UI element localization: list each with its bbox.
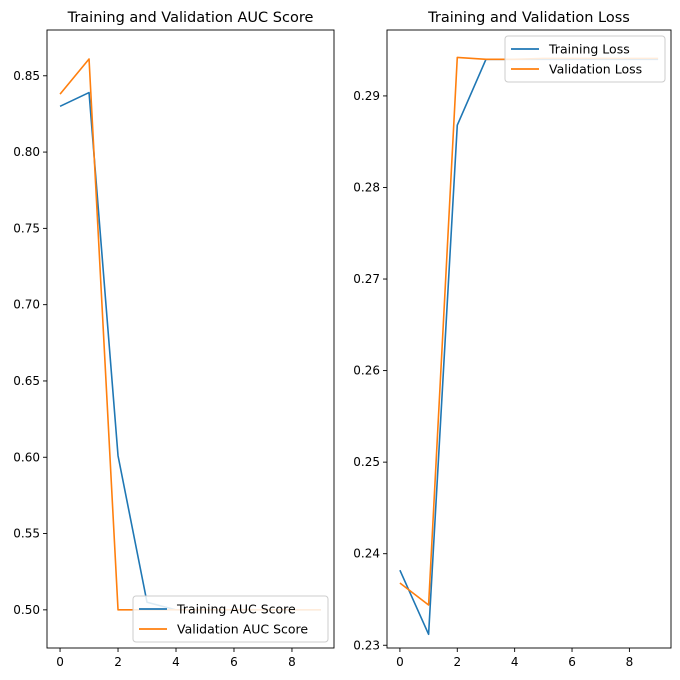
legend: Training AUC Score Validation AUC Score xyxy=(132,595,329,643)
legend-label: Validation AUC Score xyxy=(177,622,308,637)
y-tick-label: 0.85 xyxy=(13,69,40,83)
y-tick-label: 0.25 xyxy=(353,455,380,469)
y-tick-label: 0.80 xyxy=(13,145,40,159)
legend-box xyxy=(504,35,666,83)
chart-1: 0 2 4 6 8 0.50 0.55 0.60 0.65 0.70 0.75 0.80 0.85 Tra… xyxy=(13,10,335,669)
y-tick-label: 0.26 xyxy=(353,364,380,378)
series-line-1 xyxy=(59,91,321,611)
legend-label: Training Loss xyxy=(548,42,630,57)
y-tick-label: 0.27 xyxy=(353,272,380,286)
x-tick-label: 6 xyxy=(230,655,238,669)
y-tick-label: 0.70 xyxy=(13,298,40,312)
series-line-2 xyxy=(399,56,659,606)
x-tick-label: 2 xyxy=(114,655,122,669)
legend: Training Loss Validation Loss xyxy=(504,35,666,83)
y-tick-label: 0.50 xyxy=(13,603,40,617)
x-tick-label: 8 xyxy=(626,655,634,669)
x-tick-label: 2 xyxy=(453,655,461,669)
x-tick-label: 6 xyxy=(568,655,576,669)
y-tick-label: 0.60 xyxy=(13,450,40,464)
y-tick-label: 0.28 xyxy=(353,180,380,194)
y-tick-label: 0.29 xyxy=(353,89,380,103)
x-tick-label: 8 xyxy=(288,655,296,669)
y-tick-label: 0.65 xyxy=(13,374,40,388)
series-line-1 xyxy=(399,58,659,636)
axes-frame xyxy=(386,29,672,649)
y-tick-label: 0.24 xyxy=(353,547,380,561)
chart-title: Training and Validation AUC Score xyxy=(67,10,314,26)
axes-frame xyxy=(46,29,335,649)
legend-box xyxy=(132,595,329,643)
x-tick-label: 4 xyxy=(511,655,519,669)
chart-title: Training and Validation Loss xyxy=(427,10,630,26)
legend-label: Validation Loss xyxy=(549,62,642,77)
x-tick-label: 0 xyxy=(396,655,404,669)
x-tick-label: 4 xyxy=(172,655,180,669)
y-tick-label: 0.23 xyxy=(353,638,380,652)
chart-2: 0 2 4 6 8 0.23 0.24 0.25 0.26 0.27 0.28 0.29 Trainin… xyxy=(353,10,672,669)
y-tick-label: 0.55 xyxy=(13,527,40,541)
y-tick-label: 0.75 xyxy=(13,221,40,235)
x-tick-label: 0 xyxy=(56,655,64,669)
legend-label: Training AUC Score xyxy=(176,602,296,617)
series-line-2 xyxy=(59,58,321,611)
